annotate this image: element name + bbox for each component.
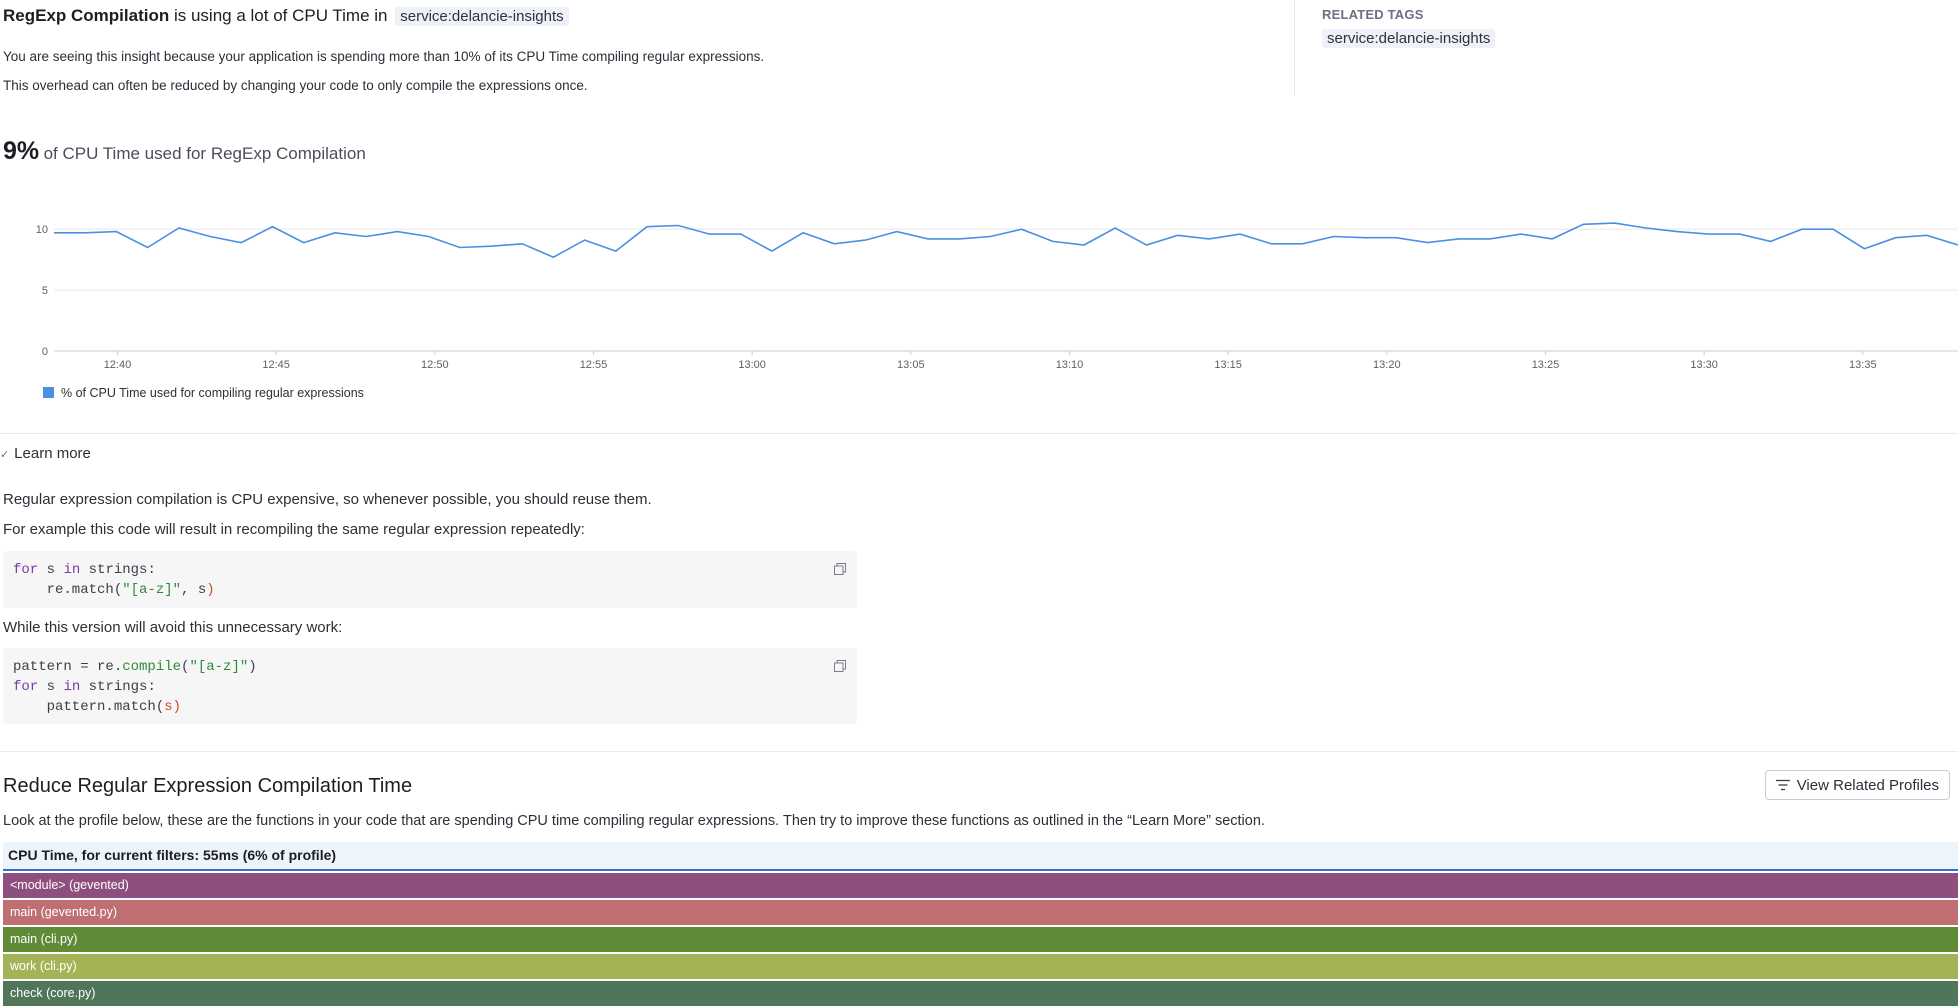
reduce-title: Reduce Regular Expression Compilation Ti… — [3, 775, 413, 797]
metric-value: 9% — [3, 137, 40, 165]
legend-swatch — [43, 387, 54, 398]
learn-more-para-1: Regular expression compilation is CPU ex… — [3, 491, 652, 508]
x-tick-label: 13:15 — [1214, 359, 1242, 371]
x-tick-label: 13:05 — [897, 359, 925, 371]
learn-more-para-3: While this version will avoid this unnec… — [3, 619, 343, 636]
flame-frame[interactable]: work (cli.py) — [3, 954, 1958, 979]
service-tag[interactable]: service:delancie-insights — [395, 7, 569, 26]
header-divider — [1294, 0, 1295, 96]
related-tags-heading: RELATED TAGS — [1322, 7, 1424, 22]
y-tick-label: 0 — [42, 346, 48, 358]
insight-title: RegExp Compilation is using a lot of CPU… — [3, 6, 569, 26]
x-tick-label: 13:10 — [1056, 359, 1084, 371]
filter-icon — [1775, 779, 1790, 791]
learn-more-para-2: For example this code will result in rec… — [3, 521, 585, 538]
x-tick-label: 13:30 — [1690, 359, 1718, 371]
cpu-time-chart: 0 5 10 12:40 12:45 12:50 12:55 13:00 13:05 13:10… — [36, 222, 1958, 400]
insight-title-rest: is using a lot of CPU Time in — [173, 6, 388, 25]
series-line — [54, 222, 1958, 259]
flame-header-label: CPU Time, for current filters: 55ms (6% … — [8, 847, 337, 863]
x-tick-label: 12:55 — [580, 359, 608, 371]
metric-label: of CPU Time used for RegExp Compilation — [43, 144, 366, 163]
y-tick-label: 5 — [42, 285, 48, 297]
flame-frame[interactable]: main (gevented.py) — [3, 900, 1958, 925]
metric: 9% of CPU Time used for RegExp Compilati… — [3, 137, 366, 166]
view-related-profiles-label: View Related Profiles — [1796, 776, 1939, 794]
legend-label: % of CPU Time used for compiling regular… — [61, 386, 364, 400]
x-tick-label: 13:00 — [738, 359, 766, 371]
copy-icon[interactable] — [834, 563, 846, 575]
section-divider — [0, 751, 1958, 752]
x-tick-label: 13:35 — [1849, 359, 1877, 371]
reduce-desc: Look at the profile below, these are the… — [3, 813, 1265, 829]
chevron-down-icon: ✓ — [0, 449, 10, 461]
insight-desc-2: This overhead can often be reduced by ch… — [3, 78, 588, 93]
insight-title-bold: RegExp Compilation — [3, 6, 170, 25]
x-tick-label: 12:45 — [262, 359, 290, 371]
flame-header: CPU Time, for current filters: 55ms (6% … — [3, 842, 1958, 871]
copy-icon[interactable] — [834, 660, 846, 672]
x-tick-label: 12:40 — [104, 359, 132, 371]
learn-more-label: Learn more — [14, 445, 91, 462]
x-tick-label: 13:20 — [1373, 359, 1401, 371]
related-tag[interactable]: service:delancie-insights — [1322, 29, 1496, 48]
insight-desc-1: You are seeing this insight because your… — [3, 49, 765, 64]
flame-frame[interactable]: main (cli.py) — [3, 927, 1958, 952]
related-tags-panel: service:delancie-insights — [1322, 29, 1496, 48]
learn-more-toggle[interactable]: ✓ Learn more — [0, 445, 91, 462]
code-example-compiled: pattern = re.compile("[a-z]") for s in s… — [3, 648, 857, 724]
code-example-repeated: for s in strings: re.match("[a-z]", s) — [3, 551, 857, 608]
flame-frame[interactable]: <module> (gevented) — [3, 873, 1958, 898]
x-tick-label: 13:25 — [1532, 359, 1560, 371]
view-related-profiles-button[interactable]: View Related Profiles — [1764, 770, 1950, 800]
x-tick-label: 12:50 — [421, 359, 449, 371]
y-tick-label: 10 — [36, 224, 48, 236]
section-divider — [0, 433, 1958, 434]
